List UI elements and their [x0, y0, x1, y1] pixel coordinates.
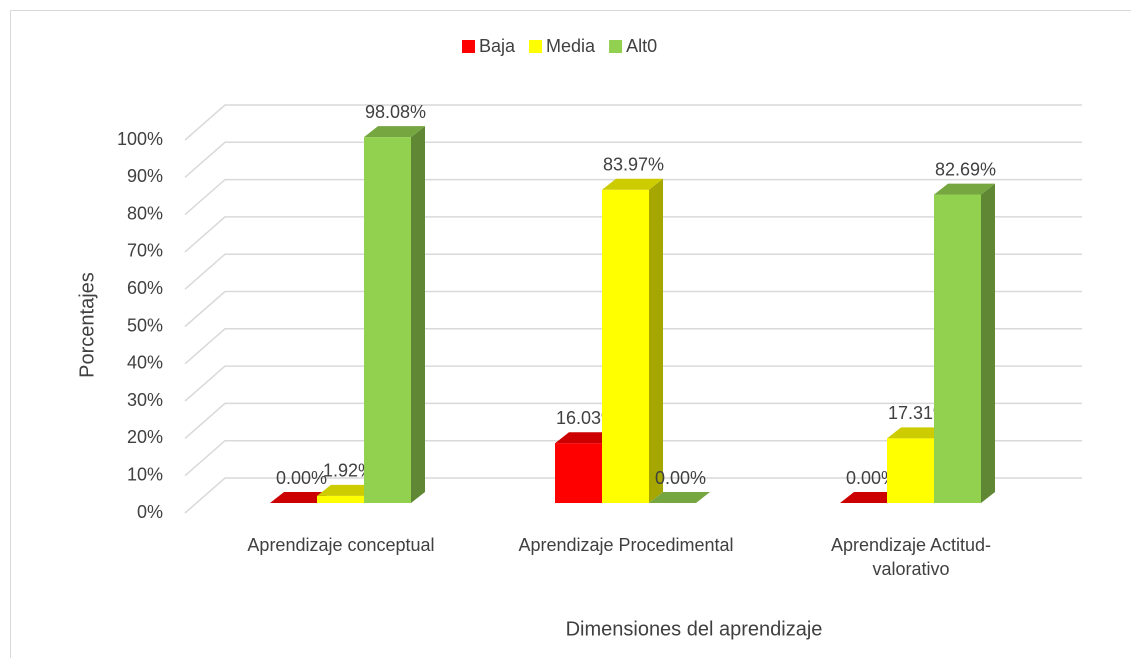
bar-top	[934, 183, 995, 195]
value-label: 82.69%	[935, 159, 996, 179]
y-tick-label: 60%	[127, 278, 163, 298]
bar	[602, 189, 649, 503]
grid-line	[184, 477, 1082, 514]
value-label: 98.08%	[365, 102, 426, 122]
grid-line	[184, 402, 1082, 439]
x-tick-label: Aprendizaje Actitud-valorativo	[830, 535, 992, 579]
bar-top	[887, 427, 948, 439]
value-label: 0.00%	[655, 468, 706, 488]
y-tick-label: 40%	[127, 353, 163, 373]
value-label: 0.00%	[846, 468, 897, 488]
value-label: 83.97%	[603, 155, 664, 175]
grid-line	[184, 178, 1082, 216]
y-tick-label: 10%	[127, 464, 163, 484]
bar-top	[317, 484, 378, 496]
legend-swatch	[609, 40, 623, 53]
x-axis-label: Dimensiones del aprendizaje	[566, 618, 823, 640]
bar	[887, 438, 934, 503]
chart-border	[10, 10, 1131, 658]
bar-top	[602, 178, 663, 190]
bar-top	[555, 432, 616, 444]
bar-side	[411, 126, 425, 504]
value-label: 0.00%	[276, 468, 327, 488]
grid-line	[184, 328, 1082, 365]
legend-label: Alt0	[626, 36, 657, 56]
bar-side	[981, 183, 995, 504]
y-tick-label: 50%	[127, 315, 163, 335]
bar	[364, 137, 411, 503]
value-label: 1.92%	[323, 461, 374, 481]
bar	[934, 194, 981, 504]
grid-line	[184, 216, 1082, 253]
grid-line	[184, 290, 1082, 328]
grid-line	[184, 439, 1082, 477]
bar	[555, 443, 602, 503]
bar-top	[270, 492, 331, 503]
y-tick-label: 100%	[117, 129, 163, 149]
x-tick-label: Aprendizaje conceptual	[247, 535, 435, 555]
y-tick-label: 70%	[127, 241, 163, 261]
bar	[317, 495, 364, 503]
bar-side	[649, 178, 663, 503]
legend-label: Media	[546, 36, 596, 56]
grid-line	[184, 365, 1082, 402]
bar-top	[840, 492, 901, 503]
legend-swatch	[462, 40, 475, 53]
y-tick-label: 0%	[137, 502, 163, 522]
grid-line	[184, 104, 1082, 141]
y-tick-label: 80%	[127, 203, 163, 223]
legend-swatch	[529, 40, 543, 53]
y-axis-label: Porcentajes	[76, 272, 98, 378]
bar-top	[364, 126, 425, 138]
value-label: 16.03%	[556, 408, 617, 428]
x-tick-label: Aprendizaje Procedimental	[518, 535, 734, 555]
bar-top	[649, 492, 710, 503]
value-label: 17.31%	[888, 403, 949, 423]
y-tick-label: 20%	[127, 427, 163, 447]
grid-line	[184, 141, 1082, 178]
y-tick-label: 30%	[127, 390, 163, 410]
legend-label: Baja	[479, 36, 516, 56]
grid-line	[184, 253, 1082, 290]
y-tick-label: 90%	[127, 166, 163, 186]
